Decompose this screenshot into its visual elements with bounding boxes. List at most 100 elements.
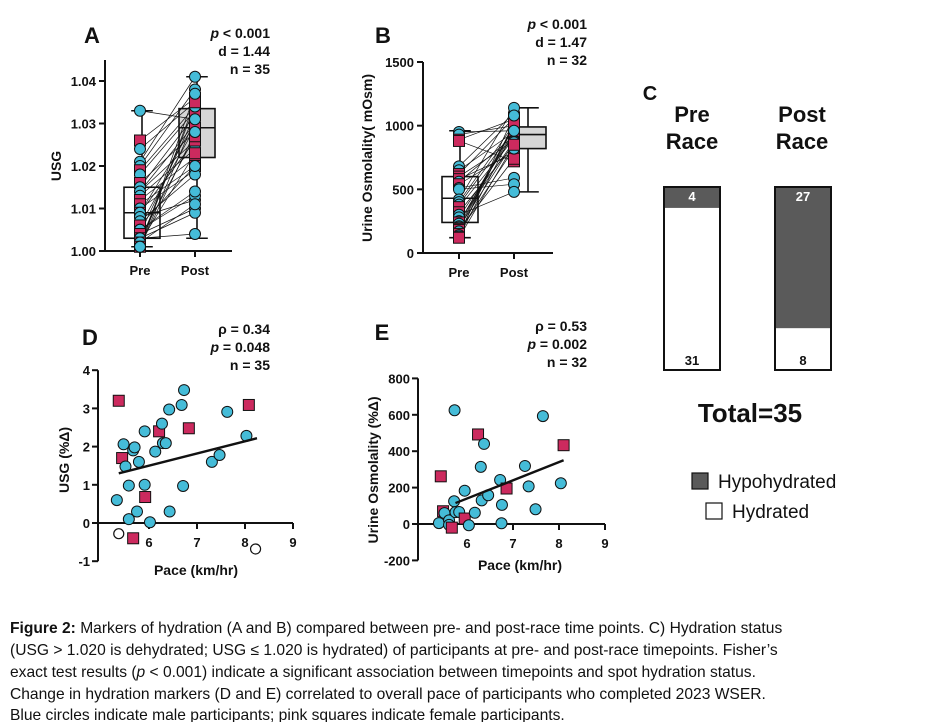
x-tick-label: 9 — [601, 536, 608, 551]
p-value: < 0.001 — [219, 25, 270, 41]
male-point — [432, 517, 445, 530]
p-value: < 0.001 — [536, 16, 587, 32]
x-tick-label: 7 — [193, 535, 200, 550]
y-tick-label: 500 — [392, 182, 414, 197]
caption-line-1: Figure 2: Markers of hydration (A and B)… — [10, 620, 782, 637]
stats-p: p = 0.048 — [209, 339, 270, 355]
legend-swatch-hydrated — [705, 502, 723, 520]
female-point — [189, 147, 201, 160]
pair-line — [458, 130, 515, 133]
pair-line — [139, 140, 196, 192]
panel-b: B p < 0.001 d = 1.47 n = 32 Urine Osmola… — [359, 16, 587, 280]
x-tick-label: 8 — [555, 536, 562, 551]
pair-line — [139, 76, 196, 162]
y-axis-label: Urine Osmolality( mOsm) — [359, 74, 375, 242]
category-label-pre-race: Race — [666, 129, 719, 154]
pair-line — [139, 119, 196, 247]
p-symbol: p — [526, 16, 536, 32]
y-axis-label: USG — [48, 151, 64, 181]
male-point — [462, 519, 475, 532]
p-value: = 0.002 — [536, 336, 587, 352]
pair-line — [139, 131, 196, 247]
female-point — [472, 428, 485, 441]
male-point — [554, 477, 567, 490]
pair-line — [139, 101, 196, 150]
stats-d: d = 1.47 — [535, 34, 587, 50]
pair-line — [139, 165, 196, 226]
female-point — [557, 439, 570, 452]
legend-swatch-hypohydrated — [691, 472, 709, 490]
x-tick-label: Post — [500, 265, 529, 280]
pair-line — [458, 112, 515, 167]
male-point — [110, 494, 123, 507]
male-point — [177, 479, 190, 492]
male-point — [508, 185, 520, 198]
pair-line — [458, 144, 515, 238]
pair-line — [458, 117, 515, 175]
male-point — [495, 498, 508, 511]
caption-line-2: (USG > 1.020 is dehydrated; USG ≤ 1.020 … — [10, 642, 778, 659]
male-point — [221, 405, 234, 418]
male-point — [138, 425, 151, 438]
male-point — [138, 478, 151, 491]
male-point — [175, 398, 188, 411]
x-tick-label: 8 — [241, 535, 248, 550]
pair-line — [139, 195, 196, 231]
x-axis-label: Pace (km/hr) — [478, 557, 562, 573]
total-label: Total=35 — [698, 398, 802, 428]
pair-line — [458, 115, 515, 236]
stats-n: n = 35 — [230, 357, 270, 373]
outlier-point — [249, 543, 262, 555]
panel-c: C Pre Race Post Race 4 31 27 8 Total=35 Hyp… — [643, 83, 837, 523]
regression-line — [455, 459, 565, 505]
pair-line — [458, 148, 515, 232]
pair-line — [458, 125, 515, 229]
pair-line — [139, 89, 196, 167]
panel-a: A p < 0.001 d = 1.44 n = 35 USG 1.00 1.01… — [48, 23, 270, 278]
female-point — [182, 422, 195, 435]
female-point — [508, 152, 520, 165]
legend-label-hypohydrated: Hypohydrated — [718, 472, 836, 493]
male-point — [128, 441, 141, 454]
male-point — [163, 403, 176, 416]
pair-line — [458, 131, 515, 171]
caption-label: Figure 2: — [10, 620, 76, 637]
x-tick-label: 9 — [289, 535, 296, 550]
male-point — [189, 198, 201, 211]
male-point — [132, 455, 145, 468]
outlier-point — [113, 528, 125, 540]
caption-line-3: exact test results (p < 0.001) indicate … — [10, 664, 756, 681]
male-point — [448, 404, 461, 417]
stats-d: d = 1.44 — [218, 43, 270, 59]
female-point — [445, 521, 458, 534]
male-point — [122, 513, 135, 526]
bar-label-hydrated: 31 — [685, 353, 699, 368]
pair-line — [139, 203, 196, 243]
bar-label-hydrated: 8 — [799, 353, 806, 368]
pair-line — [139, 233, 196, 239]
bar-outline — [663, 186, 721, 371]
male-point — [189, 70, 201, 83]
category-label-post: Post — [778, 102, 826, 127]
y-tick-label: 1500 — [385, 55, 414, 70]
male-point — [478, 437, 491, 450]
male-point — [134, 143, 146, 155]
bar-label-hypohydrated: 27 — [796, 189, 810, 204]
y-tick-label: 600 — [388, 408, 410, 423]
bar-segment-hypohydrated — [664, 187, 720, 208]
stats-n: n = 32 — [547, 52, 587, 68]
p-symbol: p — [209, 339, 219, 355]
pair-line — [458, 107, 515, 200]
male-point — [458, 484, 471, 497]
male-point — [189, 160, 201, 172]
stats-p: p = 0.002 — [526, 336, 587, 352]
y-tick-label: 400 — [388, 444, 410, 459]
y-tick-label: 200 — [388, 481, 410, 496]
male-point — [189, 185, 201, 198]
caption-p-symbol: p — [136, 664, 146, 681]
y-tick-label: 1000 — [385, 119, 414, 134]
panel-letter-e: E — [375, 320, 390, 345]
y-tick-label: 2 — [83, 440, 90, 455]
panel-letter-b: B — [375, 23, 391, 48]
